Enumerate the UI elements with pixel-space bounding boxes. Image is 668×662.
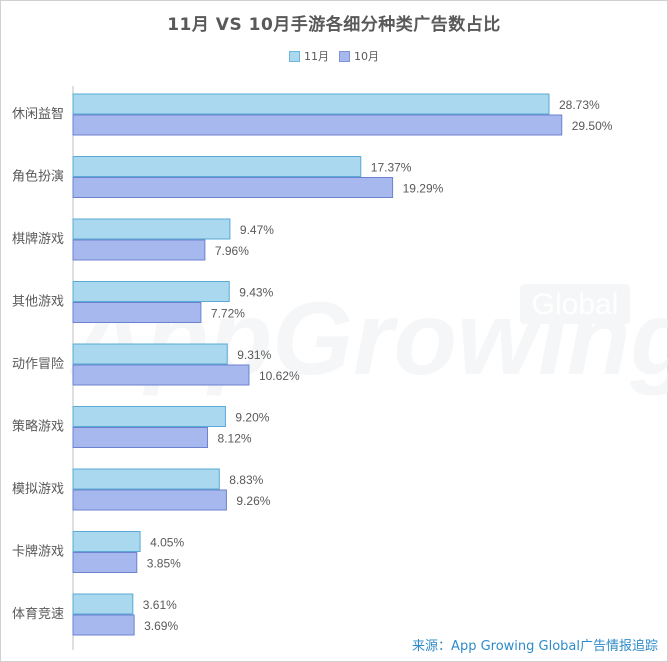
legend-item-nov: 11月: [289, 48, 329, 64]
data-label: 4.05%: [150, 536, 184, 550]
data-label: 10.62%: [259, 369, 300, 383]
legend-item-oct: 10月: [339, 48, 379, 64]
bar-oct: [72, 614, 135, 636]
bar-nov: [72, 156, 362, 177]
category-label: 休闲益智: [12, 107, 64, 122]
bar-nov: [72, 93, 550, 115]
bar-nov: [72, 406, 226, 427]
bar-nov: [72, 343, 228, 365]
category-label: 其他游戏: [12, 295, 64, 310]
category-label: 模拟游戏: [12, 482, 64, 497]
data-label: 9.20%: [235, 411, 269, 425]
bar-nov: [72, 218, 231, 240]
data-label: 7.72%: [211, 307, 245, 321]
bar-nov: [72, 531, 141, 552]
bar-oct: [72, 427, 209, 448]
data-label: 8.12%: [218, 432, 252, 446]
data-label: 9.43%: [239, 286, 273, 300]
legend-swatch-oct: [339, 50, 350, 62]
bar-nov: [72, 593, 134, 615]
bar-oct: [72, 489, 227, 511]
bar-oct: [72, 114, 563, 136]
bar-oct: [72, 302, 202, 323]
data-label: 9.47%: [240, 223, 274, 237]
data-label: 3.69%: [144, 619, 178, 633]
legend-swatch-nov: [289, 50, 300, 62]
data-label: 7.96%: [215, 244, 249, 258]
bar-oct: [72, 364, 250, 386]
category-label: 卡牌游戏: [12, 544, 64, 560]
data-label: 28.73%: [559, 98, 600, 112]
bar-nov: [72, 468, 220, 490]
data-label: 19.29%: [403, 182, 444, 196]
data-label: 9.26%: [236, 494, 270, 508]
legend-label-nov: 11月: [304, 50, 329, 63]
source-note: 来源：App Growing Global广告情报追踪: [412, 639, 658, 654]
data-label: 8.83%: [229, 473, 263, 487]
data-label: 3.61%: [143, 598, 177, 612]
bar-oct: [72, 552, 138, 573]
category-label: 体育竞速: [12, 606, 64, 622]
category-label: 棋牌游戏: [12, 231, 64, 247]
data-label: 9.31%: [237, 348, 271, 362]
data-label: 29.50%: [572, 119, 613, 133]
category-label: 策略游戏: [12, 419, 64, 435]
bar-oct: [72, 239, 206, 261]
category-label: 动作冒险: [12, 357, 64, 372]
category-label: 角色扮演: [12, 169, 64, 185]
chart-legend: 11月 10月: [0, 48, 668, 64]
chart-title: 11月 VS 10月手游各细分种类广告数占比: [167, 15, 501, 35]
bar-oct: [72, 177, 394, 198]
data-label: 3.85%: [147, 557, 181, 571]
data-label: 17.37%: [371, 161, 412, 175]
legend-label-oct: 10月: [354, 50, 379, 63]
bar-nov: [72, 281, 230, 302]
